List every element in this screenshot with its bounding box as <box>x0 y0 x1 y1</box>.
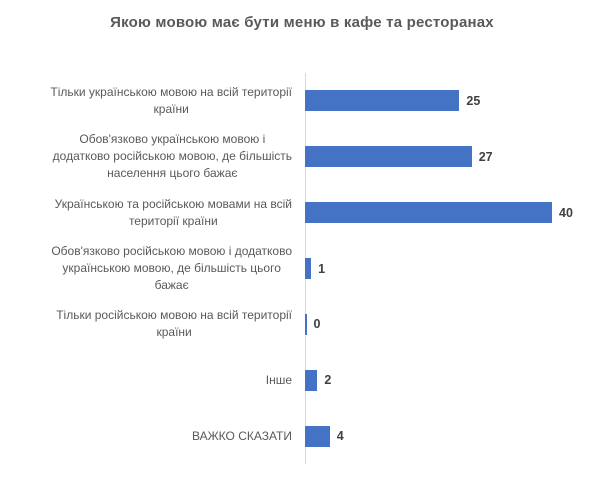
category-label-cell: Тільки російською мовою на всій територі… <box>0 307 305 341</box>
bar-cell: 27 <box>305 129 604 185</box>
category-label: Обов'язково російською мовою і додатково… <box>51 244 292 292</box>
bar-row: Тільки українською мовою на всій територ… <box>0 73 604 129</box>
bar-cell: 1 <box>305 241 604 297</box>
value-label: 25 <box>466 93 481 108</box>
bar <box>305 425 330 447</box>
plot-area: Тільки українською мовою на всій територ… <box>0 73 604 464</box>
bar <box>305 202 552 224</box>
bar-cell: 2 <box>305 352 604 408</box>
category-label-cell: Обов'язково українською мовою і додатково… <box>0 131 305 182</box>
category-label: Обов'язково українською мовою і додатково… <box>52 132 292 181</box>
value-label: 40 <box>559 205 573 220</box>
category-label-cell: Обов'язково російською мовою і додатково… <box>0 243 305 294</box>
category-label-cell: Тільки українською мовою на всій територ… <box>0 84 305 118</box>
bar <box>305 313 307 335</box>
bar-cell: 40 <box>305 185 604 241</box>
category-label-cell: ВАЖКО СКАЗАТИ <box>0 428 305 445</box>
category-label-cell: Інше <box>0 372 305 389</box>
value-label: 2 <box>324 373 332 388</box>
bar-row: Обов'язково російською мовою і додатково… <box>0 241 604 297</box>
category-label: Інше <box>265 372 292 387</box>
bar <box>305 90 460 112</box>
bar-cell: 25 <box>305 73 604 129</box>
bar <box>305 369 318 391</box>
category-label: Тільки російською мовою на всій територі… <box>56 308 292 340</box>
value-label: 1 <box>318 261 326 276</box>
category-label: Тільки українською мовою на всій територ… <box>50 84 292 116</box>
bar-cell: 0 <box>305 296 604 352</box>
bar-row: Інше 2 <box>0 352 604 408</box>
bar-cell: 4 <box>305 408 604 464</box>
bar-row: Українською та російською мовами на всій… <box>0 185 604 241</box>
value-label: 27 <box>478 149 493 164</box>
chart-title: Якою мовою має бути меню в кафе та ресто… <box>110 14 494 31</box>
bar-row: Тільки російською мовою на всій територі… <box>0 296 604 352</box>
value-label: 0 <box>313 317 321 332</box>
bar <box>305 146 472 168</box>
bar <box>305 258 312 279</box>
bar-rows: Тільки українською мовою на всій територ… <box>0 73 604 464</box>
bar-row: ВАЖКО СКАЗАТИ 4 <box>0 408 604 464</box>
category-label-cell: Українською та російською мовами на всій… <box>0 196 305 230</box>
value-label: 4 <box>336 429 344 444</box>
bar-row: Обов'язково українською мовою і додатково… <box>0 129 604 185</box>
category-label: ВАЖКО СКАЗАТИ <box>191 428 292 443</box>
category-label: Українською та російською мовами на всій… <box>54 196 292 228</box>
